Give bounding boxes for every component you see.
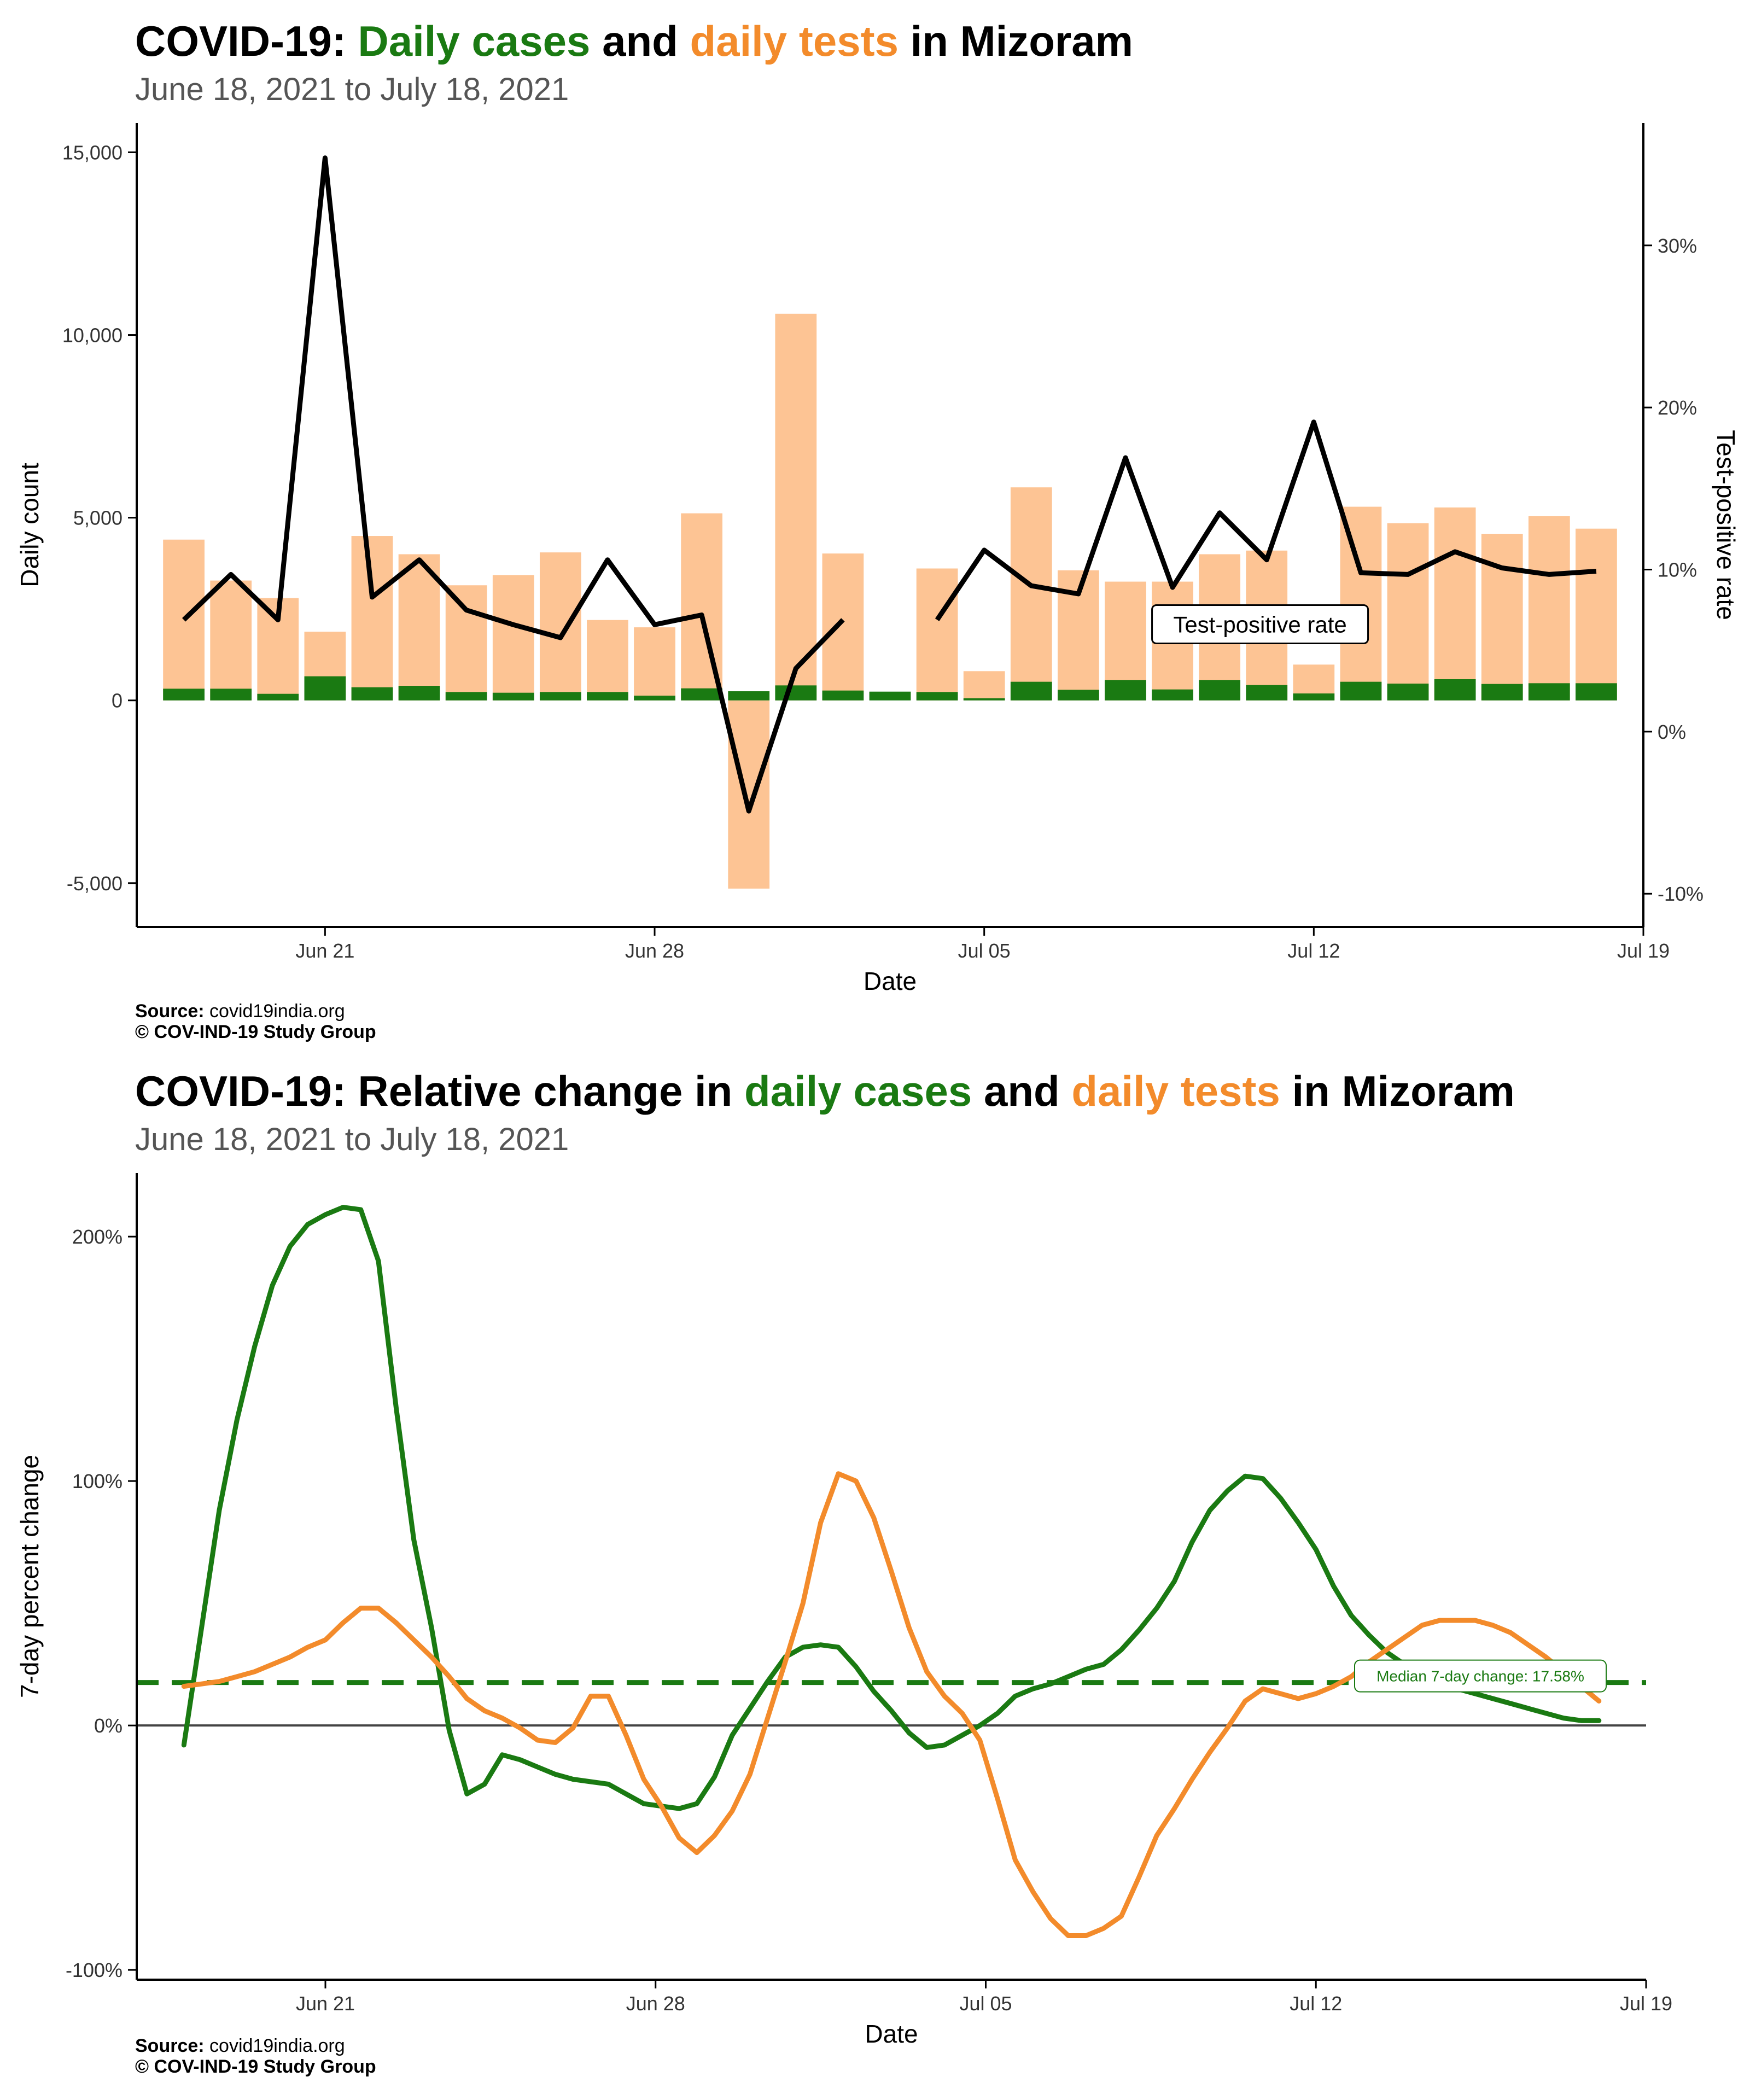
annotation-label: Test-positive rate	[1173, 612, 1346, 638]
y-tick-label: 0	[112, 690, 122, 712]
bar-line-plot: -5,000 0 5,000 10,000 15,000 -10% 0% 10% 20% 30% J…	[15, 123, 1740, 995]
cases-bar	[1528, 683, 1570, 701]
line-plot: -100% 0% 100% 200% Jun 21 Jun 28 Jul 05 Jul 12 J…	[15, 1173, 1672, 2048]
x-tick-label: Jul 05	[958, 940, 1011, 962]
y2-tick-label: 20%	[1658, 396, 1697, 419]
cases-bar	[163, 689, 205, 701]
chart-subtitle: June 18, 2021 to July 18, 2021	[135, 1122, 569, 1157]
tests-bar	[539, 552, 581, 701]
cases-bar	[1387, 683, 1429, 701]
tests-bar	[445, 585, 487, 701]
cases-bar	[257, 693, 299, 701]
source-credit: Source: covid19india.org © COV-IND-19 St…	[135, 2035, 376, 2077]
tests-bar	[1434, 507, 1476, 701]
tests-bar	[351, 536, 393, 701]
cases-bar	[1293, 693, 1335, 701]
cases-bar	[1340, 681, 1382, 701]
cases-bar	[587, 692, 628, 701]
y2-tick-label: 0%	[1658, 721, 1686, 743]
median-label-box	[1354, 1659, 1607, 1693]
y-tick-label: 0%	[94, 1714, 122, 1737]
x-tick-label: Jun 28	[626, 1992, 685, 2015]
cases-bar	[822, 690, 864, 701]
x-tick-label: Jul 12	[1287, 940, 1340, 962]
test-positive-rate-line	[935, 419, 1597, 621]
cases-bar	[728, 691, 770, 701]
y2-axis-title: Test-positive rate	[1712, 430, 1740, 620]
tests-bar	[1340, 506, 1382, 701]
tests-bar	[587, 620, 628, 701]
relative-change-chart: COVID-19: Relative change in daily cases…	[0, 1050, 1750, 2100]
y2-tick-label: 10%	[1658, 559, 1697, 581]
test-positive-rate-line	[182, 155, 845, 814]
tests-bar	[1010, 487, 1052, 701]
daily-cases-tests-chart: COVID-19: Daily cases and daily tests in…	[15, 17, 1740, 1042]
tests-change-line	[181, 1471, 1602, 1938]
y2-tick-label: 30%	[1658, 235, 1697, 257]
x-tick-label: Jul 19	[1617, 940, 1670, 962]
cases-bar	[492, 692, 534, 701]
x-tick-label: Jun 21	[295, 940, 354, 962]
cases-bar	[539, 692, 581, 701]
cases-bar	[1010, 681, 1052, 701]
cases-bar	[1152, 689, 1193, 701]
tests-bar	[398, 554, 440, 701]
chart-title: COVID-19: Relative change in daily cases…	[135, 1067, 1515, 1115]
chart-title: COVID-19: Daily cases and daily tests in…	[135, 17, 1133, 65]
cases-bar	[351, 687, 393, 701]
cases-bar	[445, 692, 487, 701]
tests-bar	[163, 539, 205, 701]
median-label: Median 7-day change: 17.58%	[1376, 1668, 1584, 1685]
tests-bar	[1387, 523, 1429, 701]
cases-bar	[1246, 685, 1288, 701]
y-tick-label: 15,000	[62, 141, 122, 164]
x-tick-label: Jul 05	[959, 1992, 1012, 2015]
y-axis-title: 7-day percent change	[15, 1455, 44, 1698]
cases-bar	[1576, 683, 1617, 701]
tests-bar	[634, 627, 675, 701]
cases-bar	[916, 692, 958, 701]
y-tick-label: 5,000	[73, 507, 122, 529]
cases-bar	[869, 691, 911, 701]
y-tick-label: -100%	[66, 1959, 122, 1981]
y-tick-label: 100%	[72, 1470, 122, 1492]
x-tick-label: Jul 19	[1620, 1992, 1672, 2015]
x-tick-label: Jun 21	[296, 1992, 355, 2015]
tests-bar	[1528, 516, 1570, 701]
x-axis-title: Date	[865, 2020, 918, 2048]
annotation-box	[1151, 604, 1369, 645]
cases-bar	[963, 698, 1005, 701]
tests-bar	[728, 700, 770, 889]
y-tick-label: 10,000	[62, 324, 122, 347]
tests-bar	[963, 671, 1005, 701]
x-axis-title: Date	[864, 967, 917, 995]
tests-bar	[1576, 528, 1617, 701]
cases-bar	[398, 686, 440, 701]
x-tick-label: Jun 28	[625, 940, 684, 962]
tests-bar	[822, 553, 864, 701]
tests-bar	[492, 575, 534, 701]
cases-bar	[304, 676, 346, 701]
cases-bar	[1481, 684, 1523, 701]
tests-bar	[210, 580, 252, 701]
cases-bar	[1057, 690, 1099, 701]
source-credit: Source: covid19india.org © COV-IND-19 St…	[135, 1001, 376, 1042]
cases-bar	[210, 689, 252, 701]
cases-bar	[1105, 680, 1146, 701]
tests-bar	[1481, 534, 1523, 701]
cases-bar	[1434, 679, 1476, 701]
y2-tick-label: -10%	[1658, 883, 1704, 905]
cases-change-line	[181, 1205, 1602, 1811]
chart-subtitle: June 18, 2021 to July 18, 2021	[135, 72, 569, 107]
cases-bar	[634, 696, 675, 701]
cases-bar	[1199, 680, 1241, 701]
tests-bar	[775, 313, 817, 701]
y-tick-label: 200%	[72, 1226, 122, 1248]
y-axis-title: Daily count	[15, 463, 44, 587]
x-tick-label: Jul 12	[1290, 1992, 1342, 2015]
cases-bar	[775, 685, 817, 701]
tests-bar	[916, 568, 958, 701]
cases-bar	[681, 688, 723, 701]
y-tick-label: -5,000	[67, 872, 122, 895]
